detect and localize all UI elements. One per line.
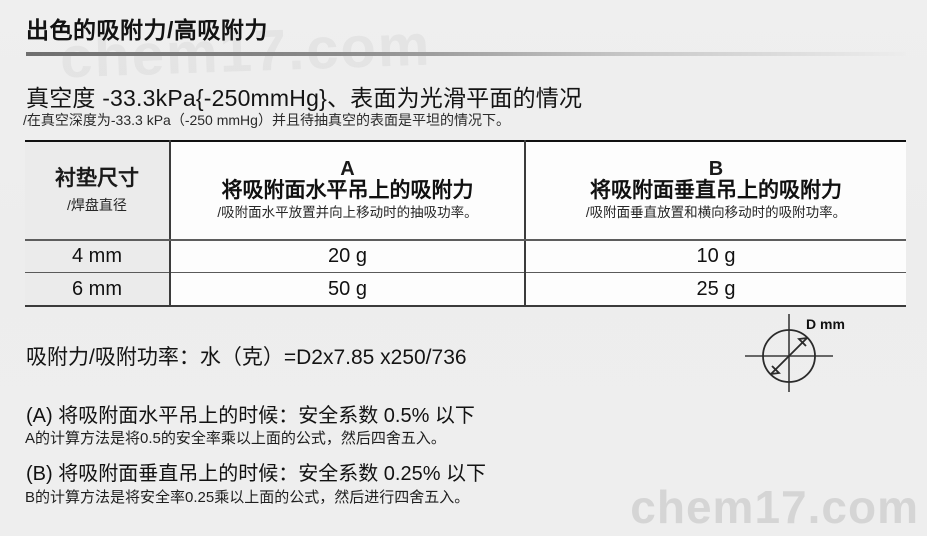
table-cell-a: 20 g	[170, 240, 526, 273]
table-header-row: 衬垫尺寸 /焊盘直径 A 将吸附面水平吊上的吸附力 /吸附面水平放置并向上移动时…	[25, 140, 906, 241]
condition-heading: 真空度 -33.3kPa{-250mmHg}、表面为光滑平面的情况	[26, 85, 583, 111]
table-row: 6 mm 50 g 25 g	[25, 272, 906, 307]
table-header-b-main: 将吸附面垂直吊上的吸附力	[590, 178, 842, 202]
cell-value: 20 g	[328, 245, 367, 267]
watermark: chem17.com	[630, 481, 919, 533]
note-b-subtext: B的计算方法是将安全率0.25乘以上面的公式，然后进行四舍五入。	[25, 489, 470, 506]
table-header-a-main: 将吸附面水平吊上的吸附力	[221, 178, 474, 202]
diameter-circle-icon	[745, 314, 833, 392]
table-cell-b: 25 g	[525, 272, 906, 307]
page-title: 出色的吸附力/高吸附力	[26, 17, 268, 43]
note-b-heading: (B) 将吸附面垂直吊上的时候：安全系数 0.25% 以下	[26, 463, 487, 485]
cell-value: 25 g	[696, 277, 736, 300]
table-header-size-main: 衬垫尺寸	[55, 167, 139, 191]
table-header-size-sub: /焊盘直径	[67, 196, 127, 213]
table-header-b-sub: /吸附面垂直放置和横向移动时的吸附功率。	[585, 205, 847, 221]
diagram-label: D mm	[806, 316, 845, 332]
table-header-letter-b: B	[708, 157, 724, 180]
cell-value: 10 g	[696, 245, 736, 267]
table-header-column-a: A 将吸附面水平吊上的吸附力 /吸附面水平放置并向上移动时的抽吸功率。	[170, 140, 526, 241]
cell-value: 50 g	[328, 277, 367, 300]
note-a-subtext: A的计算方法是将0.5的安全率乘以上面的公式，然后四舍五入。	[25, 430, 446, 447]
table-row: 4 mm 20 g 10 g	[25, 240, 906, 273]
table-header-letter-a: A	[340, 157, 355, 180]
table-header-a-sub: /吸附面水平放置并向上移动时的抽吸功率。	[217, 205, 478, 221]
suction-force-table: 衬垫尺寸 /焊盘直径 A 将吸附面水平吊上的吸附力 /吸附面水平放置并向上移动时…	[25, 140, 906, 307]
table-cell-size: 6 mm	[25, 272, 171, 307]
pad-diameter-diagram	[735, 312, 905, 392]
cell-value: 4 mm	[72, 245, 122, 267]
table-cell-a: 50 g	[170, 272, 526, 307]
table-cell-size: 4 mm	[25, 240, 171, 273]
note-a-heading: (A) 将吸附面水平吊上的时候：安全系数 0.5% 以下	[26, 405, 475, 427]
table-header-column-b: B 将吸附面垂直吊上的吸附力 /吸附面垂直放置和横向移动时的吸附功率。	[525, 140, 906, 241]
title-divider	[26, 52, 906, 56]
table-header-size: 衬垫尺寸 /焊盘直径	[25, 140, 171, 241]
cell-value: 6 mm	[72, 277, 122, 300]
condition-subtext: /在真空深度为-33.3 kPa（-250 mmHg）并且待抽真空的表面是平坦的…	[23, 112, 510, 128]
table-cell-b: 10 g	[525, 240, 906, 273]
formula-text: 吸附力/吸附功率：水（克）=D2x7.85 x250/736	[26, 346, 467, 369]
